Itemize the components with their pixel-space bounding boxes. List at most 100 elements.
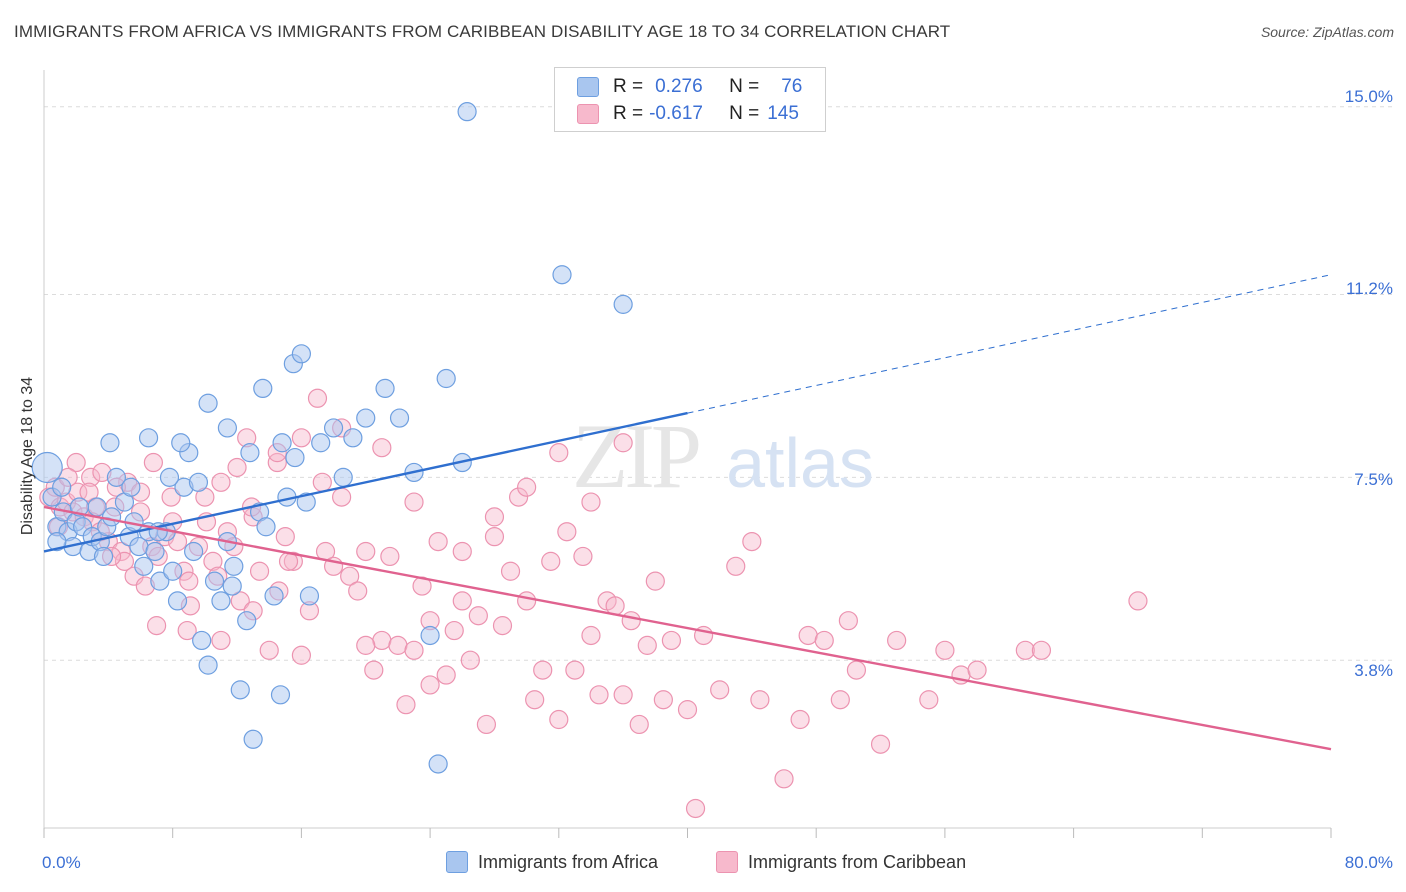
caribbean-point: [629, 714, 649, 735]
caribbean-point: [887, 630, 907, 651]
africa-point: [323, 418, 344, 438]
africa-point: [428, 754, 448, 774]
africa-point: [270, 685, 291, 705]
africa-legend-label: Immigrants from Africa: [478, 851, 659, 872]
n-label: N =: [729, 76, 760, 97]
africa-point: [243, 729, 263, 749]
caribbean-point: [613, 433, 633, 453]
watermark-atlas: atlas: [726, 424, 874, 502]
caribbean-point: [814, 630, 834, 651]
caribbean-point: [340, 566, 360, 586]
africa-point: [272, 433, 292, 453]
caribbean-point: [573, 546, 593, 567]
n-value: 145: [767, 103, 799, 124]
stats-legend: R = 0.276 N = 76 R = -0.617 N = 145: [554, 67, 826, 132]
caribbean-point: [677, 700, 698, 720]
africa-point: [217, 418, 237, 438]
caribbean-point: [613, 685, 633, 705]
africa-point: [311, 433, 331, 453]
caribbean-point: [81, 467, 101, 487]
caribbean-point: [838, 611, 858, 631]
y-tick-label: 15.0%: [1344, 87, 1393, 106]
caribbean-point: [259, 640, 279, 660]
africa-point: [389, 408, 410, 428]
caribbean-point: [404, 640, 424, 660]
africa-point: [93, 546, 114, 567]
africa-point: [31, 451, 63, 484]
caribbean-point: [1128, 591, 1148, 611]
africa-legend-swatch: [446, 851, 468, 873]
africa-point: [299, 586, 320, 606]
caribbean-point: [774, 769, 794, 789]
caribbean-point: [177, 620, 197, 641]
r-label: R =: [613, 103, 644, 124]
caribbean-point: [565, 660, 585, 680]
africa-point: [145, 541, 165, 562]
africa-point: [52, 477, 72, 497]
caribbean-point: [143, 452, 163, 473]
caribbean-point: [967, 660, 987, 680]
caribbean-point: [798, 625, 818, 646]
caribbean-legend-swatch: [716, 851, 738, 873]
africa-swatch: [577, 77, 599, 97]
caribbean-point: [114, 551, 135, 571]
caribbean-point: [661, 630, 682, 651]
africa-point: [171, 433, 191, 453]
y-axis-title: Disability Age 18 to 34: [19, 376, 36, 536]
caribbean-point: [348, 581, 368, 601]
africa-trend-line: [43, 411, 688, 553]
caribbean-point: [581, 625, 601, 646]
caribbean-point: [380, 546, 400, 567]
n-value: 76: [781, 76, 803, 97]
caribbean-point: [557, 522, 577, 542]
r-value: -0.617: [649, 103, 703, 124]
africa-point: [198, 655, 218, 675]
chart-title: IMMIGRANTS FROM AFRICA VS IMMIGRANTS FRO…: [14, 22, 951, 41]
caribbean-point: [452, 591, 472, 611]
caribbean-point: [79, 482, 99, 502]
caribbean-point: [742, 531, 762, 552]
caribbean-point: [291, 428, 311, 448]
africa-point: [163, 561, 183, 581]
caribbean-point: [307, 388, 328, 408]
africa-point: [253, 378, 273, 398]
caribbean-point: [211, 472, 231, 492]
africa-point: [100, 433, 120, 453]
caribbean-point: [750, 690, 770, 710]
africa-point: [222, 576, 242, 596]
caribbean-point: [372, 630, 392, 651]
caribbean-point: [444, 620, 464, 641]
africa-point: [188, 472, 209, 492]
africa-point: [121, 477, 141, 497]
caribbean-point: [428, 531, 448, 552]
caribbean-point: [452, 541, 472, 562]
africa-point: [167, 591, 188, 611]
caribbean-point: [645, 571, 665, 591]
africa-point: [192, 630, 212, 651]
y-tick-label: 3.8%: [1354, 661, 1393, 680]
caribbean-point: [484, 527, 505, 547]
africa-point: [333, 467, 353, 487]
africa-point: [291, 344, 311, 364]
caribbean-point: [460, 650, 480, 670]
caribbean-point: [726, 556, 746, 576]
caribbean-point: [364, 660, 384, 680]
africa-trend-extension: [687, 274, 1332, 414]
africa-point: [375, 378, 395, 398]
caribbean-point: [227, 457, 247, 478]
caribbean-legend-label: Immigrants from Caribbean: [748, 851, 967, 872]
caribbean-point: [935, 640, 955, 660]
caribbean-point: [589, 685, 609, 705]
caribbean-point: [203, 551, 223, 571]
r-value: 0.276: [655, 76, 703, 97]
caribbean-point: [468, 606, 488, 626]
africa-point: [230, 680, 250, 700]
legend-item-caribbean: Immigrants from Caribbean: [716, 851, 966, 873]
africa-point: [240, 443, 260, 463]
africa-point: [198, 393, 218, 413]
caribbean-point: [846, 660, 867, 680]
caribbean-point: [147, 616, 167, 636]
caribbean-point: [919, 690, 939, 710]
x-tick-label-left: 0.0%: [42, 853, 81, 872]
